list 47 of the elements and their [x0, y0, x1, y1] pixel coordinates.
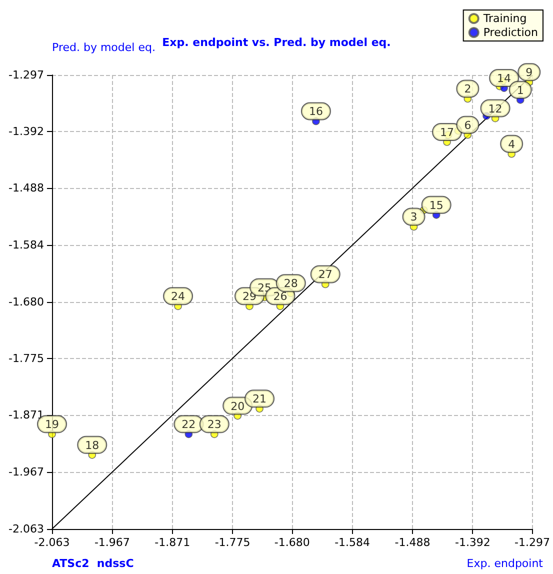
legend-label: Prediction [483, 26, 538, 39]
x-tick-label: -1.488 [394, 536, 430, 549]
annotation: 4 [508, 138, 516, 151]
y-tick-label: -1.392 [8, 124, 44, 138]
y-tick-label: -2.063 [8, 522, 44, 536]
y-tick-label: -1.871 [8, 408, 44, 422]
annotation: 21 [252, 392, 267, 406]
annotation: 9 [526, 66, 533, 80]
x-tick-label: -1.967 [94, 536, 130, 549]
text: ATSc2 ndssC [52, 557, 134, 570]
annotation: 28 [284, 277, 298, 290]
legend-label: Training [482, 12, 527, 25]
y-tick-label: -1.967 [8, 466, 44, 479]
x-tick-label: -1.392 [454, 536, 490, 549]
y-tick-label: -1.297 [8, 68, 44, 82]
annotation: 19 [45, 418, 59, 432]
annotation: 26 [273, 290, 288, 304]
annotation: 25 [258, 281, 272, 294]
x-tick-label: -1.584 [334, 536, 370, 549]
x-axis-title: Exp. endpoint [466, 557, 544, 570]
x-tick-label: -1.680 [274, 536, 310, 549]
chart-title: Exp. endpoint vs. Pred. by model eq. [162, 36, 391, 49]
y-tick-label: -1.775 [8, 352, 44, 365]
annotation: 22 [182, 418, 196, 432]
annotation: 20 [230, 400, 245, 413]
y-tick-label: -1.680 [8, 296, 44, 308]
annotation: 17 [440, 126, 454, 139]
annotation: 24 [171, 290, 186, 304]
annotation: 23 [207, 418, 222, 432]
annotation: 29 [242, 290, 256, 304]
x-tick-label: -1.297 [514, 536, 550, 549]
x-tick-label: -1.775 [214, 536, 250, 549]
annotation: 3 [410, 210, 418, 224]
x-tick-label: -1.871 [154, 536, 190, 549]
annotation: 27 [318, 268, 332, 282]
y-axis-title: Pred. by model eq. [52, 41, 156, 54]
x-tick-label: -2.063 [34, 536, 70, 549]
annotation: 12 [488, 102, 502, 116]
annotation: 15 [429, 198, 444, 212]
annotation: 6 [464, 118, 472, 132]
y-tick-label: -1.584 [8, 238, 44, 252]
annotation: 2 [464, 82, 472, 96]
annotation: 16 [308, 105, 323, 118]
annotation: 14 [497, 72, 512, 86]
y-tick-label: -1.488 [8, 182, 44, 195]
annotation: 18 [85, 438, 100, 452]
annotation: 1 [516, 84, 524, 97]
